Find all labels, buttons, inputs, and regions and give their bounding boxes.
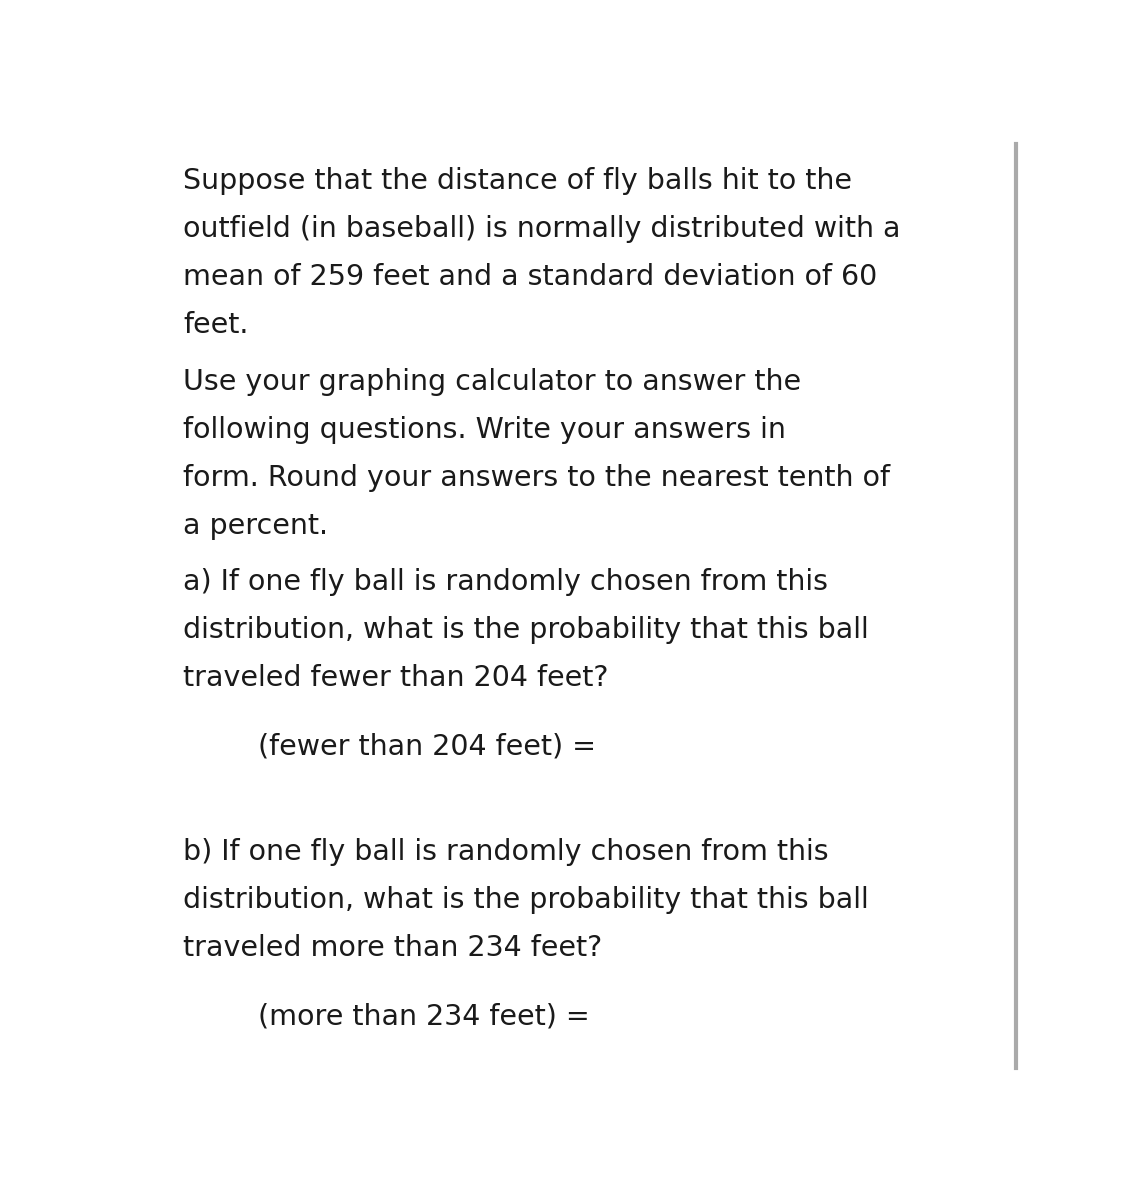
Text: (more than 234 feet) =: (more than 234 feet) =	[259, 1002, 590, 1030]
Text: Use your graphing calculator to answer the: Use your graphing calculator to answer t…	[183, 367, 801, 396]
Text: outfield (in baseball) is normally distributed with a: outfield (in baseball) is normally distr…	[183, 215, 900, 244]
Text: b) If one fly ball is randomly chosen from this: b) If one fly ball is randomly chosen fr…	[183, 838, 828, 866]
Text: mean of 259 feet and a standard deviation of 60: mean of 259 feet and a standard deviatio…	[183, 263, 877, 292]
Text: distribution, what is the probability that this ball: distribution, what is the probability th…	[183, 616, 868, 644]
Text: distribution, what is the probability that this ball: distribution, what is the probability th…	[183, 886, 868, 914]
Text: form. Round your answers to the nearest tenth of: form. Round your answers to the nearest …	[183, 463, 890, 492]
Text: a percent.: a percent.	[183, 511, 328, 540]
Text: Suppose that the distance of fly balls hit to the: Suppose that the distance of fly balls h…	[183, 167, 852, 196]
Text: (fewer than 204 feet) =: (fewer than 204 feet) =	[259, 732, 596, 761]
Text: feet.: feet.	[183, 311, 248, 340]
Text: a) If one fly ball is randomly chosen from this: a) If one fly ball is randomly chosen fr…	[183, 568, 828, 596]
Text: traveled more than 234 feet?: traveled more than 234 feet?	[183, 934, 602, 962]
Text: traveled fewer than 204 feet?: traveled fewer than 204 feet?	[183, 665, 609, 692]
Text: following questions. Write your answers in: following questions. Write your answers …	[183, 415, 795, 444]
